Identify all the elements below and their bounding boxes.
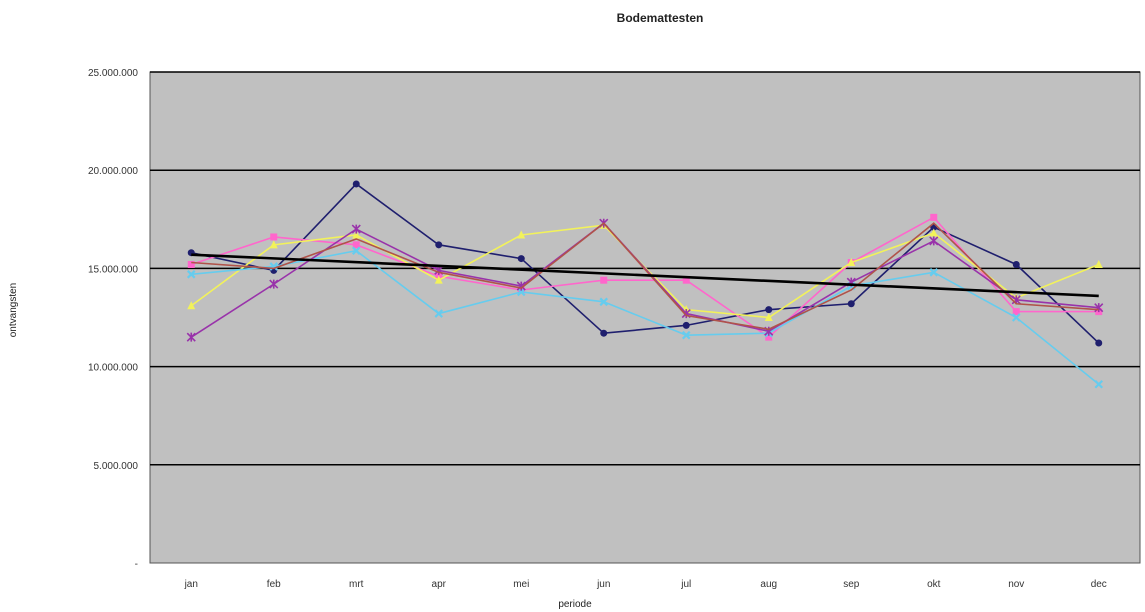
data-point bbox=[187, 260, 195, 268]
data-point bbox=[929, 228, 938, 237]
x-tick-label: sep bbox=[843, 579, 860, 590]
x-tick-label: nov bbox=[1008, 579, 1024, 590]
data-point bbox=[269, 240, 278, 249]
y-tick-label: 25.000.000 bbox=[88, 68, 138, 79]
data-point bbox=[929, 268, 939, 277]
data-point bbox=[681, 330, 691, 340]
x-axis-ticks: jan feb mrt apr mei jun jul aug sep okt nov dec bbox=[184, 579, 1107, 590]
data-point bbox=[517, 230, 526, 239]
y-axis-label: ontvangsten bbox=[8, 283, 19, 338]
data-point bbox=[1094, 379, 1104, 389]
y-tick-label: - bbox=[135, 559, 138, 570]
data-point bbox=[1012, 260, 1020, 268]
x-tick-label: jan bbox=[184, 579, 198, 590]
plot-area bbox=[149, 71, 1141, 564]
data-point bbox=[351, 246, 361, 256]
data-point bbox=[434, 275, 443, 284]
data-point bbox=[600, 276, 608, 284]
data-point bbox=[764, 313, 773, 321]
x-tick-label: jun bbox=[596, 579, 610, 590]
data-point bbox=[186, 332, 196, 342]
x-tick-label: aug bbox=[760, 579, 777, 590]
data-point bbox=[1012, 308, 1020, 316]
series-group bbox=[186, 180, 1104, 389]
y-tick-label: 20.000.000 bbox=[88, 166, 138, 177]
y-tick-label: 10.000.000 bbox=[88, 363, 138, 374]
data-point bbox=[186, 270, 196, 279]
data-point bbox=[929, 236, 939, 246]
series-6 bbox=[191, 222, 1099, 331]
data-point bbox=[682, 276, 690, 284]
trendline bbox=[191, 253, 1099, 298]
data-point bbox=[352, 230, 361, 239]
chart-title: Bodemattesten bbox=[617, 11, 704, 25]
data-point bbox=[516, 281, 526, 291]
data-point bbox=[1095, 339, 1103, 347]
data-point bbox=[599, 297, 609, 307]
data-point bbox=[351, 224, 361, 234]
x-tick-label: mrt bbox=[349, 579, 364, 590]
data-point bbox=[1011, 313, 1021, 322]
x-tick-label: okt bbox=[927, 579, 941, 590]
data-point bbox=[187, 301, 196, 310]
y-axis-ticks: - 5.000.000 10.000.000 15.000.000 20.000.000… bbox=[88, 68, 138, 570]
data-point bbox=[516, 287, 526, 297]
series-line bbox=[191, 222, 1099, 331]
data-point bbox=[765, 306, 773, 314]
data-point bbox=[847, 258, 856, 267]
plot-background bbox=[149, 71, 1141, 564]
series-line bbox=[191, 249, 1100, 385]
data-point bbox=[352, 241, 360, 249]
trendline-group bbox=[191, 253, 1099, 298]
data-point bbox=[434, 309, 444, 318]
data-point bbox=[352, 180, 360, 188]
data-point bbox=[435, 241, 443, 249]
data-point bbox=[765, 333, 773, 341]
x-tick-label: feb bbox=[267, 579, 281, 590]
data-point bbox=[847, 300, 855, 308]
data-point bbox=[600, 329, 608, 337]
data-point bbox=[1094, 303, 1104, 313]
data-point bbox=[269, 279, 279, 289]
data-point bbox=[270, 233, 278, 241]
y-tick-label: 5.000.000 bbox=[94, 461, 139, 472]
data-point bbox=[930, 213, 938, 221]
x-tick-label: jul bbox=[680, 579, 691, 590]
x-tick-label: apr bbox=[432, 579, 447, 590]
x-axis-label: periode bbox=[558, 599, 592, 610]
data-point bbox=[517, 255, 525, 263]
x-tick-label: dec bbox=[1091, 579, 1107, 590]
x-tick-label: mei bbox=[513, 579, 529, 590]
y-tick-label: 15.000.000 bbox=[88, 264, 138, 275]
data-point bbox=[1094, 259, 1103, 268]
data-point bbox=[682, 321, 690, 329]
